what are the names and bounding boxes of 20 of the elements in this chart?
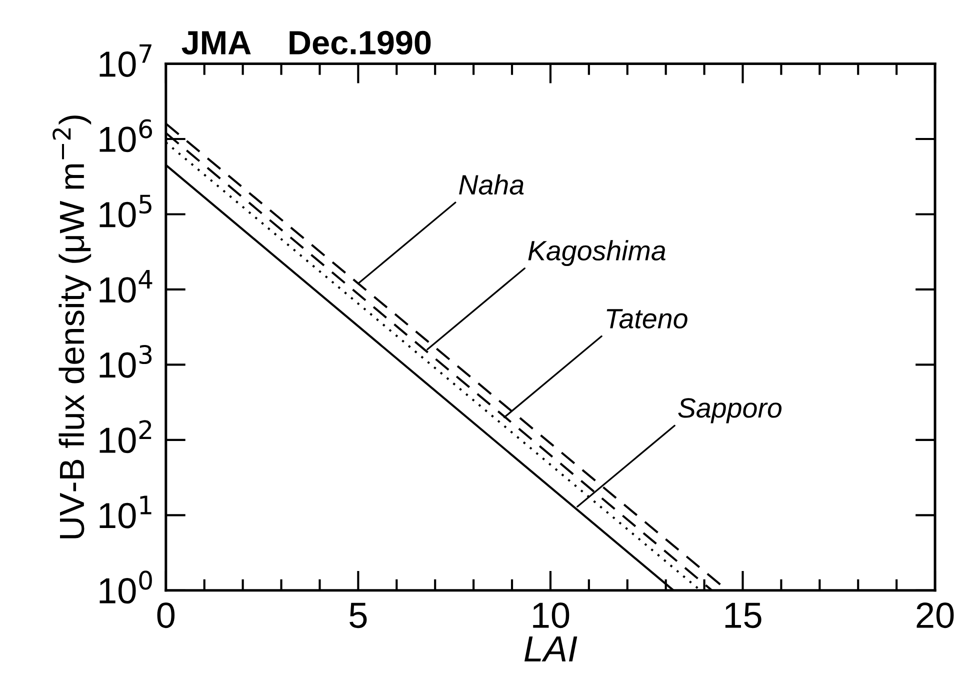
y-tick-label: 10$^{2}$	[100, 420, 152, 454]
x-tick-label: 5	[350, 602, 367, 628]
y-tick-label: 10$^{4}$	[100, 270, 152, 303]
chart-title: JMA Dec.1990	[182, 30, 431, 55]
x-tick-label: 0	[157, 602, 175, 628]
y-tick-label: 10$^{1}$	[100, 496, 152, 528]
y-axis-title: UV-B flux density (μW m$^{−2}$)	[52, 116, 92, 538]
annotation: Kagoshima	[528, 240, 666, 266]
annotation: Naha	[459, 174, 524, 195]
annotation: Tateno	[606, 309, 688, 328]
y-tick-label: 10$^{5}$	[100, 194, 152, 228]
x-tick-label: 10	[533, 602, 570, 628]
x-tick-label: 20	[916, 602, 954, 628]
x-axis-title: LAI	[524, 636, 578, 662]
y-tick-label: 10$^{7}$	[100, 44, 152, 77]
annotation: Sapporo	[678, 398, 782, 424]
y-tick-label: 10$^{3}$	[100, 344, 152, 378]
x-tick-label: 15	[725, 602, 762, 628]
y-tick-label: 10$^{6}$	[100, 119, 152, 152]
y-tick-label: 10$^{0}$	[100, 570, 152, 604]
